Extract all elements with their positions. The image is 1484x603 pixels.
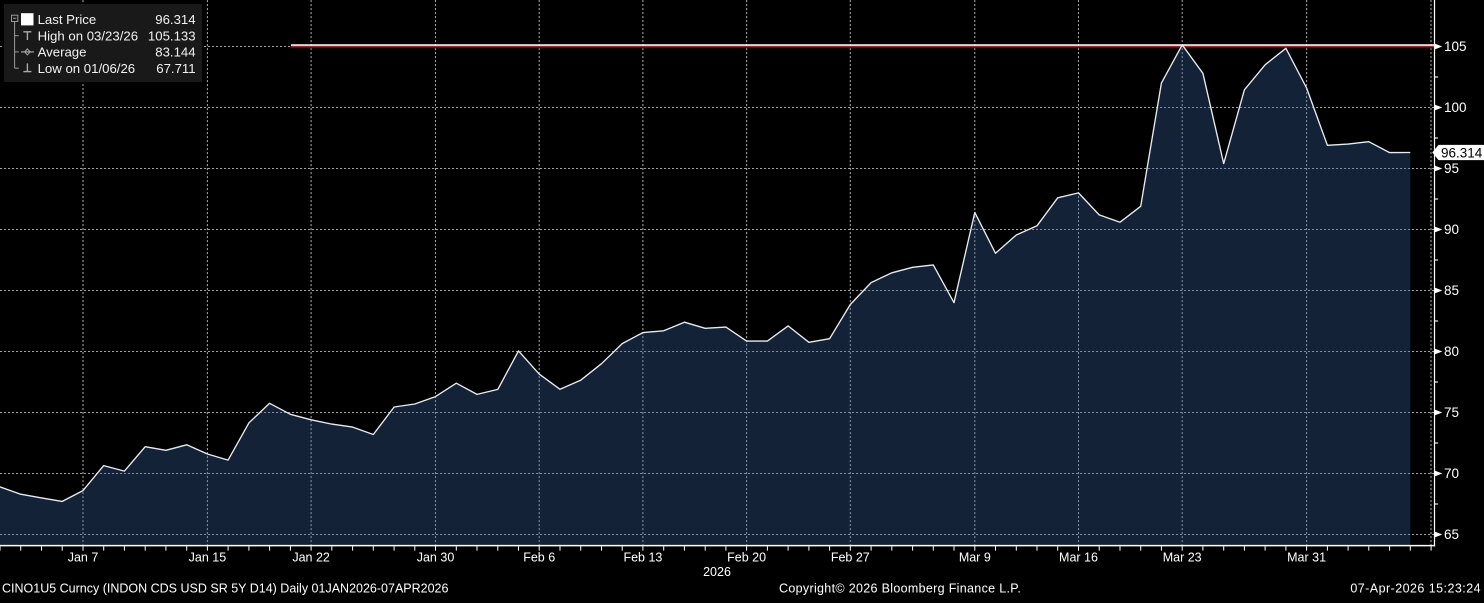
svg-text:Copyright© 2026 Bloomberg Fina: Copyright© 2026 Bloomberg Finance L.P. (779, 582, 1021, 596)
svg-text:Jan 30: Jan 30 (417, 551, 455, 565)
svg-text:Mar 9: Mar 9 (959, 551, 991, 565)
svg-text:07-Apr-2026 15:23:24: 07-Apr-2026 15:23:24 (1350, 582, 1481, 596)
svg-text:Mar 31: Mar 31 (1287, 551, 1326, 565)
svg-text:95: 95 (1444, 161, 1459, 176)
svg-text:Jan 22: Jan 22 (292, 551, 330, 565)
svg-text:High on 03/23/26: High on 03/23/26 (38, 28, 138, 43)
svg-text:Mar 16: Mar 16 (1059, 551, 1098, 565)
svg-text:Feb 6: Feb 6 (523, 551, 555, 565)
svg-text:105: 105 (1444, 39, 1467, 54)
svg-text:100: 100 (1444, 100, 1467, 115)
svg-text:Mar 23: Mar 23 (1163, 551, 1202, 565)
svg-text:85: 85 (1444, 283, 1459, 298)
svg-text:Feb 27: Feb 27 (831, 551, 870, 565)
svg-text:Last Price: Last Price (38, 12, 97, 27)
svg-text:Feb 13: Feb 13 (623, 551, 662, 565)
svg-text:83.144: 83.144 (155, 45, 195, 60)
svg-text:67.711: 67.711 (156, 61, 195, 76)
svg-text:96.314: 96.314 (155, 12, 195, 27)
svg-text:2026: 2026 (703, 565, 731, 579)
svg-text:Low on 01/06/26: Low on 01/06/26 (38, 61, 136, 76)
svg-text:Feb 20: Feb 20 (727, 551, 766, 565)
svg-text:Jan 15: Jan 15 (189, 551, 227, 565)
svg-text:Jan 7: Jan 7 (68, 551, 99, 565)
svg-text:75: 75 (1444, 405, 1459, 420)
svg-text:65: 65 (1444, 527, 1459, 542)
svg-text:90: 90 (1444, 222, 1459, 237)
svg-text:96.314: 96.314 (1441, 145, 1483, 160)
svg-text:CINO1U5 Curncy (INDON CDS USD: CINO1U5 Curncy (INDON CDS USD SR 5Y D14)… (2, 582, 449, 596)
svg-text:80: 80 (1444, 344, 1459, 359)
svg-text:70: 70 (1444, 466, 1459, 481)
svg-text:Average: Average (38, 45, 87, 60)
svg-text:105.133: 105.133 (148, 28, 196, 43)
